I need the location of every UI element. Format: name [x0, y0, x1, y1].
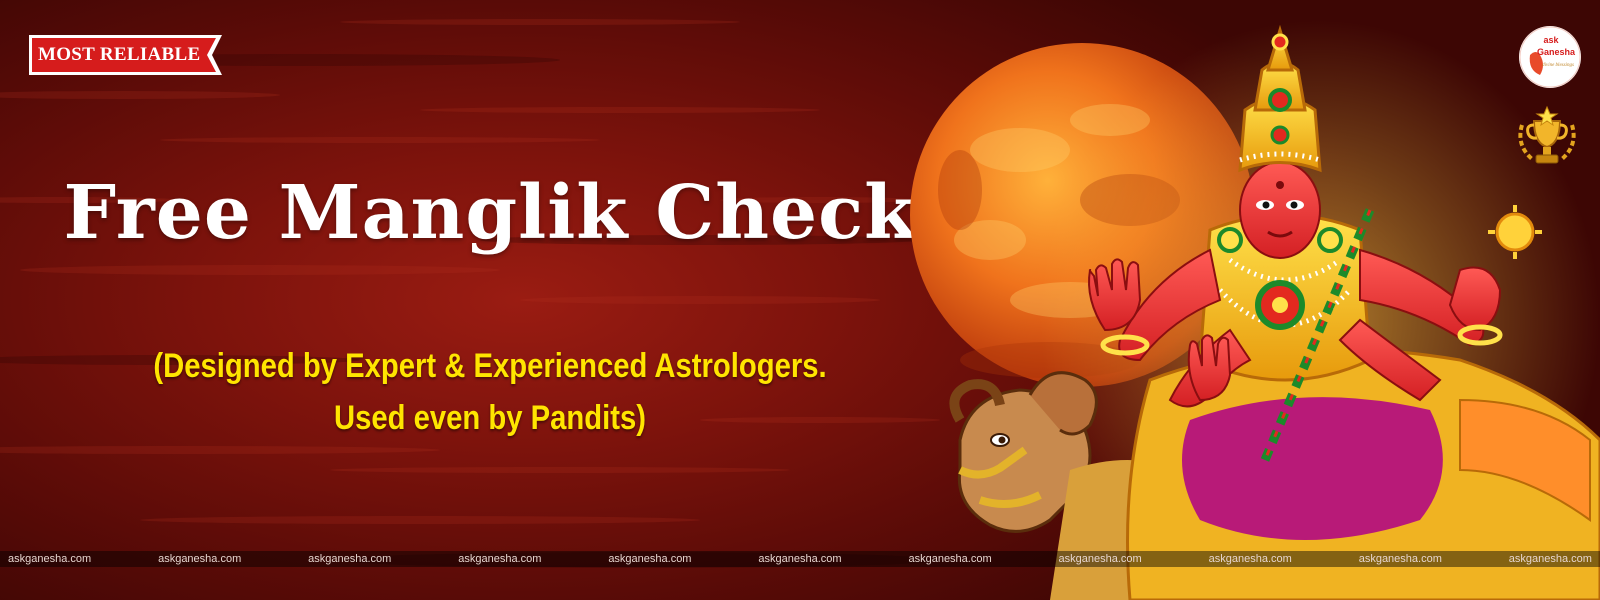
watermark-text: askganesha.com — [1358, 553, 1442, 565]
page-title: Free Manglik Check — [63, 170, 917, 256]
logo-text-brand: Ganesha — [1537, 47, 1576, 57]
logo-tagline: divine blessings — [1542, 63, 1574, 68]
watermark-text: askganesha.com — [758, 553, 842, 565]
subtitle-line-1: (Designed by Expert & Experienced Astrol… — [153, 347, 827, 385]
watermark-text: askganesha.com — [8, 553, 92, 565]
mangal-deity-artwork — [910, 20, 1600, 600]
ram-illustration — [949, 371, 1200, 600]
watermark-text: askganesha.com — [1058, 553, 1142, 565]
watermark-text: askganesha.com — [1208, 553, 1292, 565]
deity-illustration — [1088, 24, 1600, 600]
subtitle: (Designed by Expert & Experienced Astrol… — [103, 340, 877, 444]
most-reliable-badge: MOST RELIABLE — [26, 31, 226, 79]
trophy-icon — [1518, 105, 1576, 164]
watermark-strip: askganesha.com askganesha.com askganesha… — [0, 551, 1600, 567]
watermark-text: askganesha.com — [158, 553, 242, 565]
badge-label: MOST RELIABLE — [38, 44, 201, 65]
watermark-text: askganesha.com — [308, 553, 392, 565]
logo-icon: ask Ganesha divine blessings — [1519, 26, 1581, 88]
watermark-text: askganesha.com — [1508, 553, 1592, 565]
logo-text-ask: ask — [1543, 35, 1559, 45]
watermark-text: askganesha.com — [458, 553, 542, 565]
watermark-text: askganesha.com — [608, 553, 692, 565]
watermark-text: askganesha.com — [908, 553, 992, 565]
subtitle-line-2: Used even by Pandits) — [334, 399, 646, 437]
